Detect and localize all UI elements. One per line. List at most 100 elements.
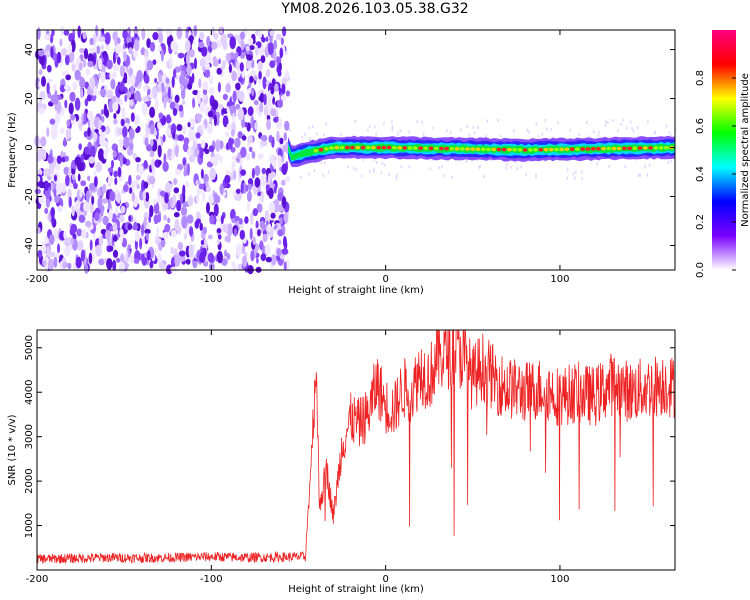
- noise-cell: [202, 81, 209, 90]
- noise-cell: [151, 158, 155, 171]
- noise-cell: [459, 128, 462, 132]
- noise-cell: [88, 182, 96, 191]
- noise-cell: [55, 182, 63, 195]
- noise-cell: [569, 128, 572, 132]
- noise-cell: [354, 120, 357, 123]
- noise-cell: [152, 59, 157, 65]
- noise-cell: [225, 223, 229, 235]
- noise-cell: [243, 107, 247, 115]
- noise-cell: [116, 257, 121, 263]
- noise-cell: [246, 202, 251, 212]
- noise-cell: [245, 45, 250, 52]
- noise-cell: [73, 182, 78, 190]
- noise-cell: [270, 212, 276, 219]
- noise-cell: [234, 194, 241, 201]
- noise-cell: [277, 204, 284, 213]
- noise-cell: [257, 229, 261, 237]
- noise-cell: [167, 183, 173, 189]
- noise-cell: [145, 232, 149, 241]
- noise-cell: [159, 190, 166, 197]
- noise-cell: [110, 78, 116, 90]
- noise-cell: [194, 147, 199, 158]
- noise-cell: [83, 112, 87, 125]
- noise-cell: [620, 122, 623, 126]
- noise-cell: [198, 78, 202, 89]
- noise-cell: [62, 71, 68, 77]
- noise-cell: [60, 150, 64, 158]
- noise-cell: [528, 130, 530, 134]
- noise-cell: [163, 95, 167, 109]
- noise-cell: [130, 112, 135, 122]
- noise-cell: [169, 101, 176, 110]
- noise-cell: [148, 176, 156, 185]
- noise-cell: [78, 62, 83, 71]
- noise-cell: [248, 37, 254, 46]
- noise-cell: [381, 162, 384, 165]
- noise-cell: [233, 263, 237, 273]
- noise-cell: [245, 184, 249, 192]
- noise-cell: [648, 163, 651, 167]
- noise-cell: [116, 192, 121, 204]
- noise-cell: [132, 224, 138, 231]
- noise-cell: [100, 109, 104, 115]
- noise-cell: [179, 74, 186, 86]
- noise-cell: [112, 100, 119, 112]
- noise-cell: [209, 214, 215, 225]
- noise-cell: [74, 156, 82, 166]
- noise-cell: [119, 81, 125, 92]
- noise-cell: [121, 157, 127, 165]
- noise-cell: [90, 145, 96, 159]
- noise-cell: [483, 174, 485, 178]
- signal-peak: [412, 146, 418, 150]
- noise-cell: [162, 203, 169, 210]
- noise-cell: [375, 133, 377, 137]
- signal-peak: [580, 147, 585, 151]
- noise-cell: [276, 130, 280, 143]
- noise-cell: [157, 45, 162, 52]
- noise-cell: [68, 43, 73, 54]
- noise-cell: [56, 51, 62, 64]
- noise-cell: [207, 234, 213, 240]
- noise-cell: [520, 165, 522, 169]
- noise-cell: [400, 165, 403, 169]
- noise-cell: [49, 251, 56, 257]
- noise-cell: [668, 131, 671, 135]
- noise-cell: [54, 195, 60, 204]
- noise-cell: [234, 137, 241, 148]
- noise-cell: [167, 217, 171, 224]
- signal-peak: [559, 147, 565, 152]
- signal-peak: [606, 146, 612, 151]
- noise-cell: [104, 32, 111, 45]
- signal-peak: [402, 146, 408, 150]
- noise-cell: [248, 146, 253, 153]
- noise-cell: [177, 163, 183, 171]
- noise-cell: [581, 176, 584, 180]
- noise-cell: [206, 202, 210, 214]
- noise-cell: [142, 190, 146, 202]
- noise-cell: [94, 176, 98, 188]
- noise-cell: [93, 132, 98, 142]
- noise-cell: [476, 158, 479, 162]
- noise-cell: [100, 44, 104, 51]
- noise-cell: [79, 121, 82, 132]
- signal-peak: [543, 147, 549, 152]
- noise-cell: [74, 200, 81, 210]
- noise-cell: [132, 152, 137, 160]
- noise-cell: [104, 125, 111, 135]
- noise-cell: [266, 119, 272, 131]
- noise-cell: [598, 130, 600, 134]
- noise-cell: [355, 168, 357, 172]
- noise-cell: [125, 250, 129, 263]
- noise-cell: [238, 76, 244, 83]
- noise-cell: [83, 201, 90, 212]
- noise-cell: [408, 165, 411, 169]
- noise-cell: [85, 220, 92, 228]
- noise-cell: [473, 131, 476, 135]
- noise-cell: [115, 207, 119, 216]
- y-tick-label: 40: [24, 43, 35, 56]
- noise-cell: [285, 176, 291, 183]
- noise-cell: [128, 174, 132, 186]
- noise-cell: [188, 35, 194, 42]
- noise-cell: [157, 122, 162, 130]
